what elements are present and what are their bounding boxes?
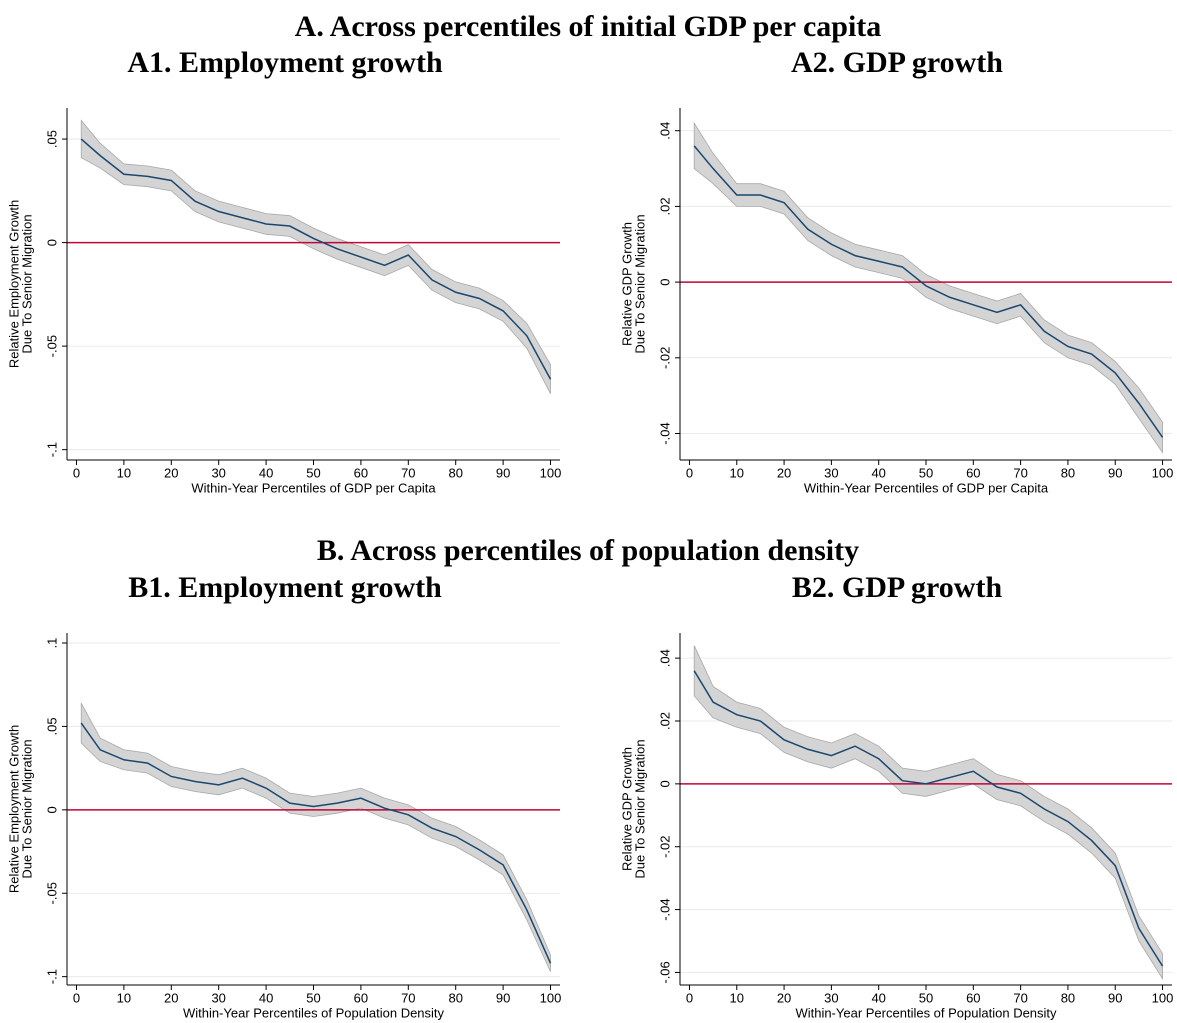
x-tick-label: 50 (919, 990, 933, 1005)
y-axis-label: Due To Senior Migration (632, 739, 647, 878)
x-tick-label: 50 (306, 990, 320, 1005)
subplot-title: B1. Employment growth (128, 571, 442, 604)
y-tick-label: -.1 (44, 442, 59, 457)
x-tick-label: 40 (259, 465, 273, 480)
subplot-title: B2. GDP growth (792, 571, 1003, 604)
x-tick-label: 90 (1108, 465, 1122, 480)
x-tick-label: 70 (1013, 990, 1027, 1005)
x-tick-label: 0 (73, 465, 80, 480)
y-tick-label: .04 (657, 122, 672, 140)
y-tick-label: -.02 (657, 836, 672, 858)
section-title: B. Across percentiles of population dens… (317, 534, 859, 567)
x-tick-label: 60 (966, 465, 980, 480)
x-tick-label: 60 (354, 465, 368, 480)
y-tick-label: -.05 (44, 882, 59, 904)
x-tick-label: 10 (730, 465, 744, 480)
y-tick-label: -.04 (657, 422, 672, 444)
x-tick-label: 30 (824, 465, 838, 480)
x-tick-label: 0 (686, 465, 693, 480)
y-tick-label: -.05 (44, 335, 59, 357)
x-tick-label: 30 (211, 465, 225, 480)
x-tick-label: 80 (448, 990, 462, 1005)
y-axis-label: Relative Employment Growth (6, 200, 21, 368)
x-tick-label: 50 (306, 465, 320, 480)
x-tick-label: 90 (496, 465, 510, 480)
x-tick-label: 40 (871, 990, 885, 1005)
x-tick-label: 50 (919, 465, 933, 480)
x-tick-label: 60 (354, 990, 368, 1005)
x-tick-label: 100 (540, 465, 562, 480)
x-tick-label: 20 (164, 465, 178, 480)
section-title: A. Across percentiles of initial GDP per… (295, 10, 882, 43)
y-axis-label: Relative GDP Growth (619, 222, 634, 346)
y-tick-label: .1 (44, 638, 59, 649)
x-axis-label: Within-Year Percentiles of GDP per Capit… (191, 480, 436, 495)
x-tick-label: 90 (1108, 990, 1122, 1005)
y-axis-label: Due To Senior Migration (19, 739, 34, 878)
x-tick-label: 0 (686, 990, 693, 1005)
y-tick-label: 0 (657, 278, 672, 285)
x-axis-label: Within-Year Percentiles of Population De… (183, 1005, 445, 1020)
x-tick-label: 90 (496, 990, 510, 1005)
x-tick-label: 30 (211, 990, 225, 1005)
subplot-title: A1. Employment growth (127, 46, 443, 79)
x-tick-label: 60 (966, 990, 980, 1005)
subplot-title: A2. GDP growth (791, 46, 1003, 79)
x-tick-label: 70 (401, 465, 415, 480)
y-tick-label: 0 (44, 806, 59, 813)
x-tick-label: 80 (1061, 465, 1075, 480)
y-tick-label: .02 (657, 197, 672, 215)
y-tick-label: 0 (657, 780, 672, 787)
y-tick-label: .04 (657, 649, 672, 667)
estimate-line (693, 670, 1164, 967)
x-tick-label: 10 (730, 990, 744, 1005)
x-axis-label: Within-Year Percentiles of GDP per Capit… (804, 480, 1049, 495)
y-tick-label: .05 (44, 717, 59, 735)
x-tick-label: 70 (401, 990, 415, 1005)
confidence-band (80, 119, 551, 394)
estimate-line (693, 145, 1164, 438)
x-tick-label: 80 (1061, 990, 1075, 1005)
estimate-line (80, 138, 552, 380)
x-tick-label: 20 (777, 465, 791, 480)
x-tick-label: 10 (117, 990, 131, 1005)
x-tick-label: 100 (1152, 465, 1174, 480)
x-tick-label: 100 (1152, 990, 1174, 1005)
y-tick-label: 0 (44, 239, 59, 246)
x-tick-label: 30 (824, 990, 838, 1005)
x-tick-label: 40 (871, 465, 885, 480)
x-tick-label: 80 (448, 465, 462, 480)
y-tick-label: -.1 (44, 969, 59, 984)
x-tick-label: 0 (73, 990, 80, 1005)
x-tick-label: 70 (1013, 465, 1027, 480)
y-tick-label: .02 (657, 712, 672, 730)
x-tick-label: 20 (777, 990, 791, 1005)
confidence-band (80, 702, 551, 972)
x-tick-label: 100 (540, 990, 562, 1005)
confidence-band (693, 645, 1163, 981)
y-axis-label: Due To Senior Migration (632, 214, 647, 353)
y-tick-label: -.02 (657, 347, 672, 369)
y-axis-label: Relative Employment Growth (6, 725, 21, 893)
x-tick-label: 20 (164, 990, 178, 1005)
y-tick-label: .05 (44, 130, 59, 148)
estimate-line (80, 722, 552, 964)
x-tick-label: 40 (259, 990, 273, 1005)
x-tick-label: 10 (117, 465, 131, 480)
y-tick-label: -.06 (657, 961, 672, 983)
x-axis-label: Within-Year Percentiles of Population De… (795, 1005, 1057, 1020)
y-axis-label: Relative GDP Growth (619, 747, 634, 871)
y-tick-label: -.04 (657, 898, 672, 920)
y-axis-label: Due To Senior Migration (19, 214, 34, 353)
